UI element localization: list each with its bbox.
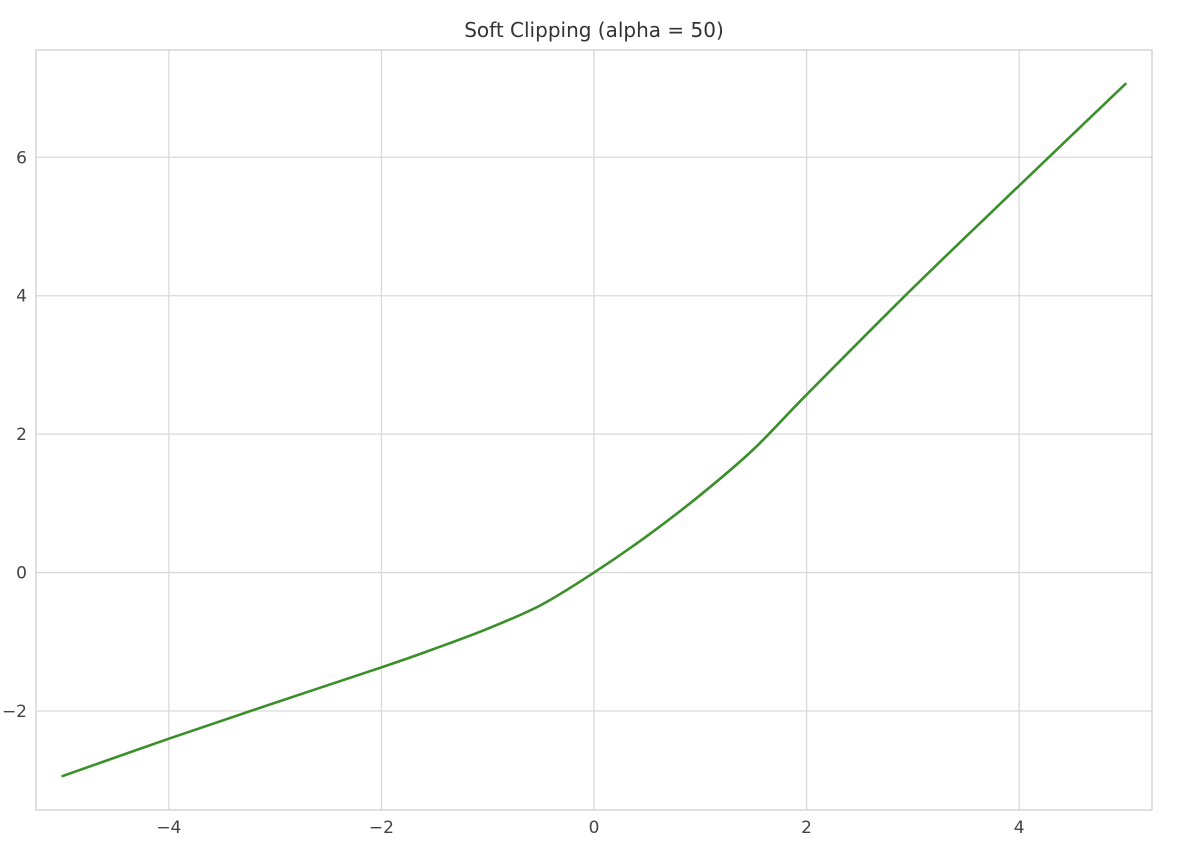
x-tick-label: 2 xyxy=(801,818,812,838)
x-tick-label: −4 xyxy=(156,818,181,838)
x-tick-label: −2 xyxy=(369,818,394,838)
series-line xyxy=(61,82,1127,778)
y-tick-label: 6 xyxy=(16,148,27,168)
y-tick-label: 0 xyxy=(16,564,27,584)
x-tick-label: 4 xyxy=(1014,818,1025,838)
grid xyxy=(36,50,1152,810)
x-tick-label: 0 xyxy=(589,818,600,838)
plot-frame xyxy=(35,49,1153,811)
y-axis-ticks: −2 0 2 4 6 xyxy=(2,148,27,722)
y-tick-label: −2 xyxy=(2,702,27,722)
x-axis-ticks: −4 −2 0 2 4 xyxy=(156,818,1024,838)
series-layer xyxy=(61,82,1127,778)
y-tick-label: 4 xyxy=(16,287,27,307)
y-tick-label: 2 xyxy=(16,425,27,445)
chart-title: Soft Clipping (alpha = 50) xyxy=(464,18,724,42)
